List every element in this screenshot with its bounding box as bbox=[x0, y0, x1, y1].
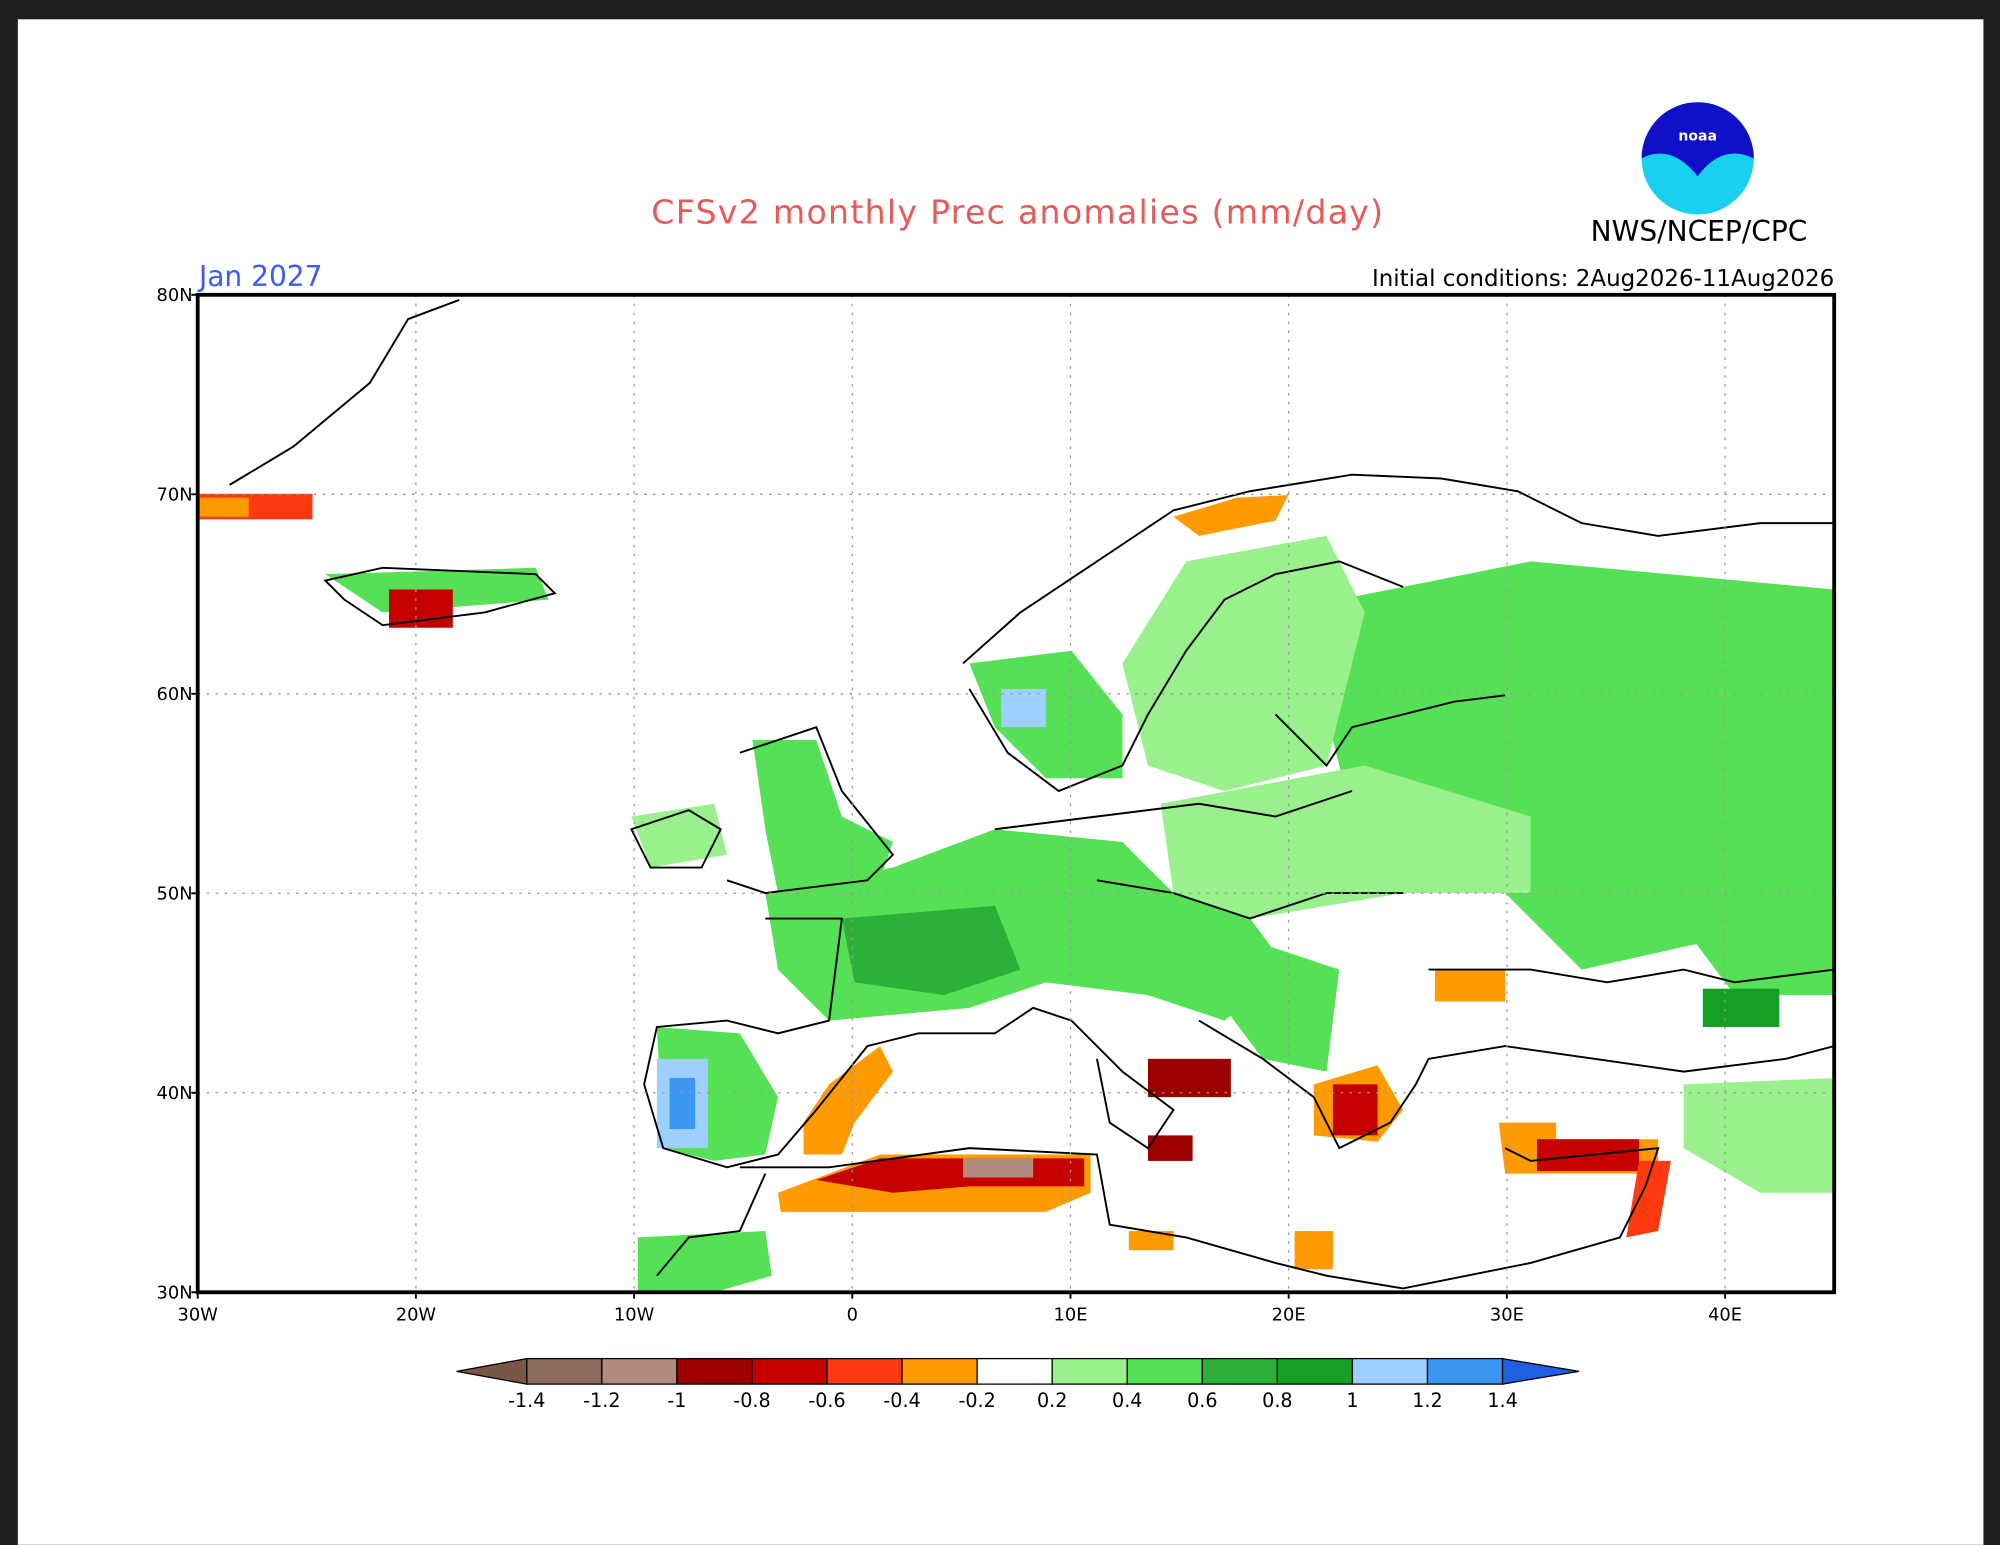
colorbar-box bbox=[526, 1357, 603, 1385]
colorbar-label: 1 bbox=[1346, 1389, 1358, 1412]
lat-label: 40N bbox=[157, 1083, 193, 1104]
map-title: CFSv2 monthly Prec anomalies (mm/day) bbox=[651, 192, 1384, 231]
colorbar-box bbox=[1126, 1357, 1203, 1385]
lat-label: 50N bbox=[157, 884, 193, 905]
colorbar-box bbox=[1276, 1357, 1354, 1385]
colorbar-label: 0.2 bbox=[1037, 1389, 1067, 1412]
colorbar-box bbox=[901, 1357, 978, 1385]
svg-text:noaa: noaa bbox=[1678, 128, 1717, 144]
lon-label: 0 bbox=[847, 1304, 858, 1325]
colorbar-label: 1.2 bbox=[1412, 1389, 1442, 1412]
colorbar-box bbox=[751, 1357, 828, 1385]
colorbar-box bbox=[826, 1357, 903, 1385]
colorbar-box bbox=[1201, 1357, 1279, 1385]
colorbar-label: -1 bbox=[667, 1389, 686, 1412]
lon-label: 30W bbox=[178, 1304, 219, 1325]
lon-label: 30E bbox=[1490, 1304, 1524, 1325]
lon-label: 10E bbox=[1054, 1304, 1088, 1325]
colorbar: -1.4 -1.2 -1 -0.8 -0.6 -0.4 -0.2 0.2 0.4 0.6 0.8 1 1… bbox=[456, 1357, 1580, 1412]
initial-conditions: Initial conditions: 2Aug2026-11Aug2026 bbox=[1372, 266, 1834, 292]
coastlines bbox=[229, 299, 1835, 1290]
colorbar-box bbox=[676, 1357, 753, 1385]
lat-label: 70N bbox=[157, 485, 193, 506]
colorbar-label: -1.2 bbox=[583, 1389, 620, 1412]
colorbar-label: -1.4 bbox=[508, 1389, 545, 1412]
colorbar-label: -0.8 bbox=[733, 1389, 770, 1412]
colorbar-arrow-high bbox=[1501, 1357, 1580, 1385]
colorbar-label: 1.4 bbox=[1487, 1389, 1517, 1412]
noaa-logo: noaa bbox=[1641, 102, 1754, 215]
colorbar-label: 0.4 bbox=[1112, 1389, 1142, 1412]
lat-label: 80N bbox=[157, 285, 193, 306]
colorbar-box bbox=[976, 1357, 1053, 1385]
lon-label: 20W bbox=[396, 1304, 437, 1325]
agency-label: NWS/NCEP/CPC bbox=[1591, 215, 1808, 248]
colorbar-label: -0.6 bbox=[808, 1389, 845, 1412]
colorbar-box bbox=[1426, 1357, 1504, 1385]
colorbar-box bbox=[601, 1357, 678, 1385]
colorbar-label: -0.4 bbox=[883, 1389, 920, 1412]
lat-label: 30N bbox=[157, 1283, 193, 1304]
lon-label: 40E bbox=[1708, 1304, 1742, 1325]
lon-label: 20E bbox=[1272, 1304, 1306, 1325]
colorbar-label: -0.2 bbox=[958, 1389, 995, 1412]
lat-label: 60N bbox=[157, 684, 193, 705]
lon-label: 10W bbox=[614, 1304, 655, 1325]
valid-month: Jan 2027 bbox=[197, 260, 323, 293]
map-frame bbox=[195, 292, 1837, 1295]
colorbar-box bbox=[1051, 1357, 1128, 1385]
colorbar-label: 0.6 bbox=[1187, 1389, 1217, 1412]
colorbar-box bbox=[1351, 1357, 1429, 1385]
anomaly-shading bbox=[197, 493, 1835, 1293]
colorbar-label: 0.8 bbox=[1262, 1389, 1292, 1412]
